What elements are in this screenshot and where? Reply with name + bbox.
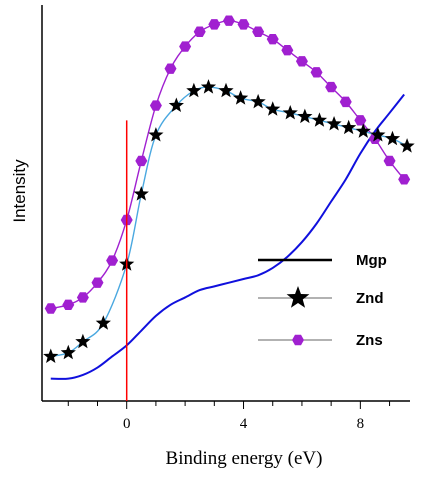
data-point-star: [60, 344, 76, 360]
data-point-circle: [295, 56, 308, 67]
legend-circle-icon: [292, 334, 304, 346]
data-point-circle: [76, 292, 89, 303]
data-point-circle: [135, 155, 148, 167]
legend: Mgp Znd Zns: [258, 252, 387, 349]
data-point-star: [250, 93, 266, 109]
legend-item-zns: Zns: [258, 332, 383, 349]
data-point-star: [43, 348, 59, 363]
legend-label: Znd: [356, 290, 384, 307]
series-layer: [43, 15, 415, 401]
data-point-circle: [208, 19, 221, 30]
data-point-circle: [266, 33, 279, 45]
data-point-star: [168, 97, 184, 113]
data-point-star: [282, 104, 298, 120]
x-tick-label: 8: [357, 416, 365, 432]
data-point-circle: [383, 155, 396, 167]
data-point-circle: [44, 303, 57, 314]
data-point-star: [297, 108, 313, 124]
x-ticks: 0 4 8: [67, 401, 391, 432]
data-point-star: [133, 186, 149, 201]
data-point-circle: [354, 115, 367, 126]
data-point-circle: [237, 19, 250, 30]
legend-label: Mgp: [356, 252, 387, 269]
data-point-star: [75, 333, 91, 349]
data-point-star: [232, 90, 249, 105]
data-point-circle: [62, 299, 75, 311]
data-point-circle: [106, 255, 119, 266]
data-point-circle: [310, 67, 323, 78]
data-point-star: [341, 119, 357, 135]
data-point-star: [218, 82, 234, 98]
legend-star-icon: [286, 286, 310, 308]
data-point-star: [148, 127, 164, 142]
data-point-circle: [91, 277, 104, 288]
data-point-circle: [179, 41, 192, 52]
series-line: [50, 93, 405, 380]
series-line: [50, 19, 405, 310]
data-point-star: [370, 127, 386, 142]
data-point-circle: [222, 15, 235, 26]
data-point-circle: [193, 26, 206, 37]
x-axis-title: Binding energy (eV): [166, 448, 323, 469]
series-mgp: [50, 93, 405, 380]
data-point-star: [311, 112, 328, 127]
series-line: [50, 86, 408, 358]
x-tick-label: 4: [240, 416, 248, 432]
data-point-star: [399, 138, 415, 153]
legend-item-mgp: Mgp: [258, 252, 387, 269]
y-axis-title: Intensity: [10, 159, 29, 223]
data-point-circle: [325, 81, 338, 93]
data-point-circle: [164, 63, 177, 74]
data-point-circle: [281, 45, 294, 56]
data-point-star: [265, 101, 281, 116]
data-point-star: [186, 82, 202, 98]
data-point-star: [200, 79, 217, 94]
legend-label: Zns: [356, 332, 383, 349]
data-point-star: [326, 116, 342, 131]
data-point-circle: [339, 96, 352, 108]
legend-item-znd: Znd: [258, 286, 384, 308]
data-point-star: [384, 130, 401, 146]
data-point-star: [355, 123, 371, 138]
data-point-circle: [149, 100, 162, 111]
data-point-circle: [252, 26, 265, 37]
data-point-star: [95, 315, 111, 330]
x-tick-label: 0: [123, 416, 131, 432]
axes: [41, 5, 410, 402]
data-point-circle: [398, 174, 411, 185]
